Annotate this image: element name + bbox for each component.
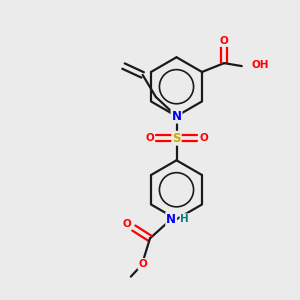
Text: H: H: [180, 214, 189, 224]
Text: N: N: [166, 213, 176, 226]
Text: N: N: [172, 110, 182, 123]
Text: O: O: [123, 219, 132, 229]
Text: O: O: [199, 133, 208, 143]
Text: OH: OH: [251, 60, 269, 70]
Text: O: O: [220, 36, 229, 46]
Text: O: O: [145, 133, 154, 143]
Text: O: O: [138, 259, 147, 269]
Text: S: S: [172, 132, 181, 145]
